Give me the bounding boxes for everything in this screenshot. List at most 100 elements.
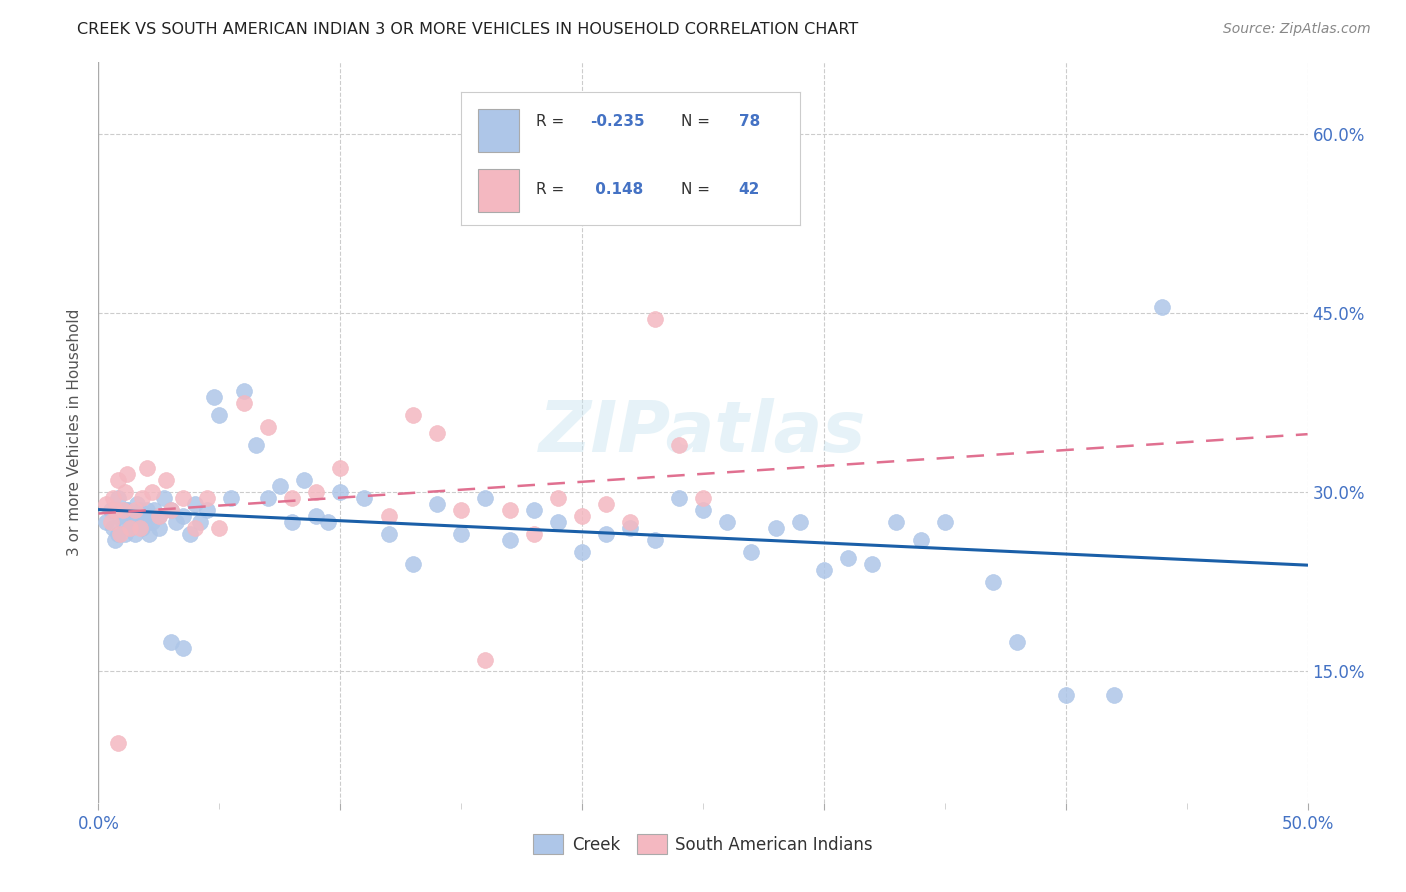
Point — [135, 461, 157, 475]
Point — [547, 515, 569, 529]
Point — [377, 527, 399, 541]
Point — [886, 515, 908, 529]
Point — [232, 384, 254, 398]
Point — [165, 515, 187, 529]
Text: ZIPatlas: ZIPatlas — [540, 398, 866, 467]
Point — [281, 491, 304, 506]
Point — [101, 521, 124, 535]
Point — [571, 509, 593, 524]
Point — [256, 419, 278, 434]
Point — [353, 491, 375, 506]
Point — [141, 515, 163, 529]
Point — [1152, 300, 1174, 314]
Point — [107, 736, 129, 750]
Point — [117, 467, 139, 482]
Point — [498, 503, 520, 517]
Point — [1054, 689, 1077, 703]
Point — [124, 503, 146, 517]
Point — [245, 437, 267, 451]
Point — [195, 491, 218, 506]
Point — [172, 640, 194, 655]
Point — [740, 545, 762, 559]
Point — [108, 527, 131, 541]
Point — [305, 485, 328, 500]
Point — [127, 497, 149, 511]
Point — [208, 408, 231, 422]
Point — [860, 557, 883, 571]
Text: Source: ZipAtlas.com: Source: ZipAtlas.com — [1223, 22, 1371, 37]
Point — [305, 509, 328, 524]
Point — [619, 515, 641, 529]
Point — [104, 503, 127, 517]
Point — [172, 491, 194, 506]
Point — [117, 503, 139, 517]
Point — [114, 485, 136, 500]
Point — [188, 515, 211, 529]
Point — [101, 491, 124, 506]
Point — [498, 533, 520, 547]
Point — [100, 503, 122, 517]
Point — [595, 527, 617, 541]
Point — [644, 312, 666, 326]
Point — [208, 521, 231, 535]
Point — [148, 509, 170, 524]
Point — [107, 491, 129, 506]
Point — [134, 515, 156, 529]
Point — [195, 503, 218, 517]
Point — [523, 527, 546, 541]
Point — [668, 437, 690, 451]
Point — [127, 515, 149, 529]
Point — [595, 497, 617, 511]
Point — [281, 515, 304, 529]
Point — [402, 408, 425, 422]
Point — [450, 527, 472, 541]
Point — [668, 491, 690, 506]
Point — [269, 479, 291, 493]
Point — [155, 474, 177, 488]
Point — [402, 557, 425, 571]
Point — [94, 497, 117, 511]
Point — [523, 503, 546, 517]
Point — [256, 491, 278, 506]
Point — [837, 551, 859, 566]
Point — [571, 545, 593, 559]
Point — [128, 503, 150, 517]
Point — [292, 474, 315, 488]
Point — [184, 521, 207, 535]
Point — [765, 521, 787, 535]
Point — [107, 527, 129, 541]
Point — [221, 491, 243, 506]
Point — [135, 509, 157, 524]
Point — [172, 509, 194, 524]
Point — [143, 503, 166, 517]
Point — [118, 521, 141, 535]
Point — [118, 521, 141, 535]
Point — [108, 509, 131, 524]
Point — [813, 563, 835, 577]
Point — [152, 491, 174, 506]
Point — [179, 527, 201, 541]
Point — [111, 503, 134, 517]
Point — [135, 503, 157, 517]
Point — [316, 515, 339, 529]
Point — [377, 509, 399, 524]
Point — [474, 491, 496, 506]
Point — [131, 521, 153, 535]
Point — [547, 491, 569, 506]
Point — [474, 652, 496, 666]
Point — [1007, 634, 1029, 648]
Point — [910, 533, 932, 547]
Point — [426, 425, 449, 440]
Point — [619, 521, 641, 535]
Point — [128, 521, 150, 535]
Point — [184, 497, 207, 511]
Point — [148, 521, 170, 535]
Point — [124, 527, 146, 541]
Point — [981, 574, 1004, 589]
Point — [104, 533, 127, 547]
Point — [160, 503, 183, 517]
Point — [121, 509, 143, 524]
Point — [232, 396, 254, 410]
Point — [450, 503, 472, 517]
Point — [204, 390, 226, 404]
